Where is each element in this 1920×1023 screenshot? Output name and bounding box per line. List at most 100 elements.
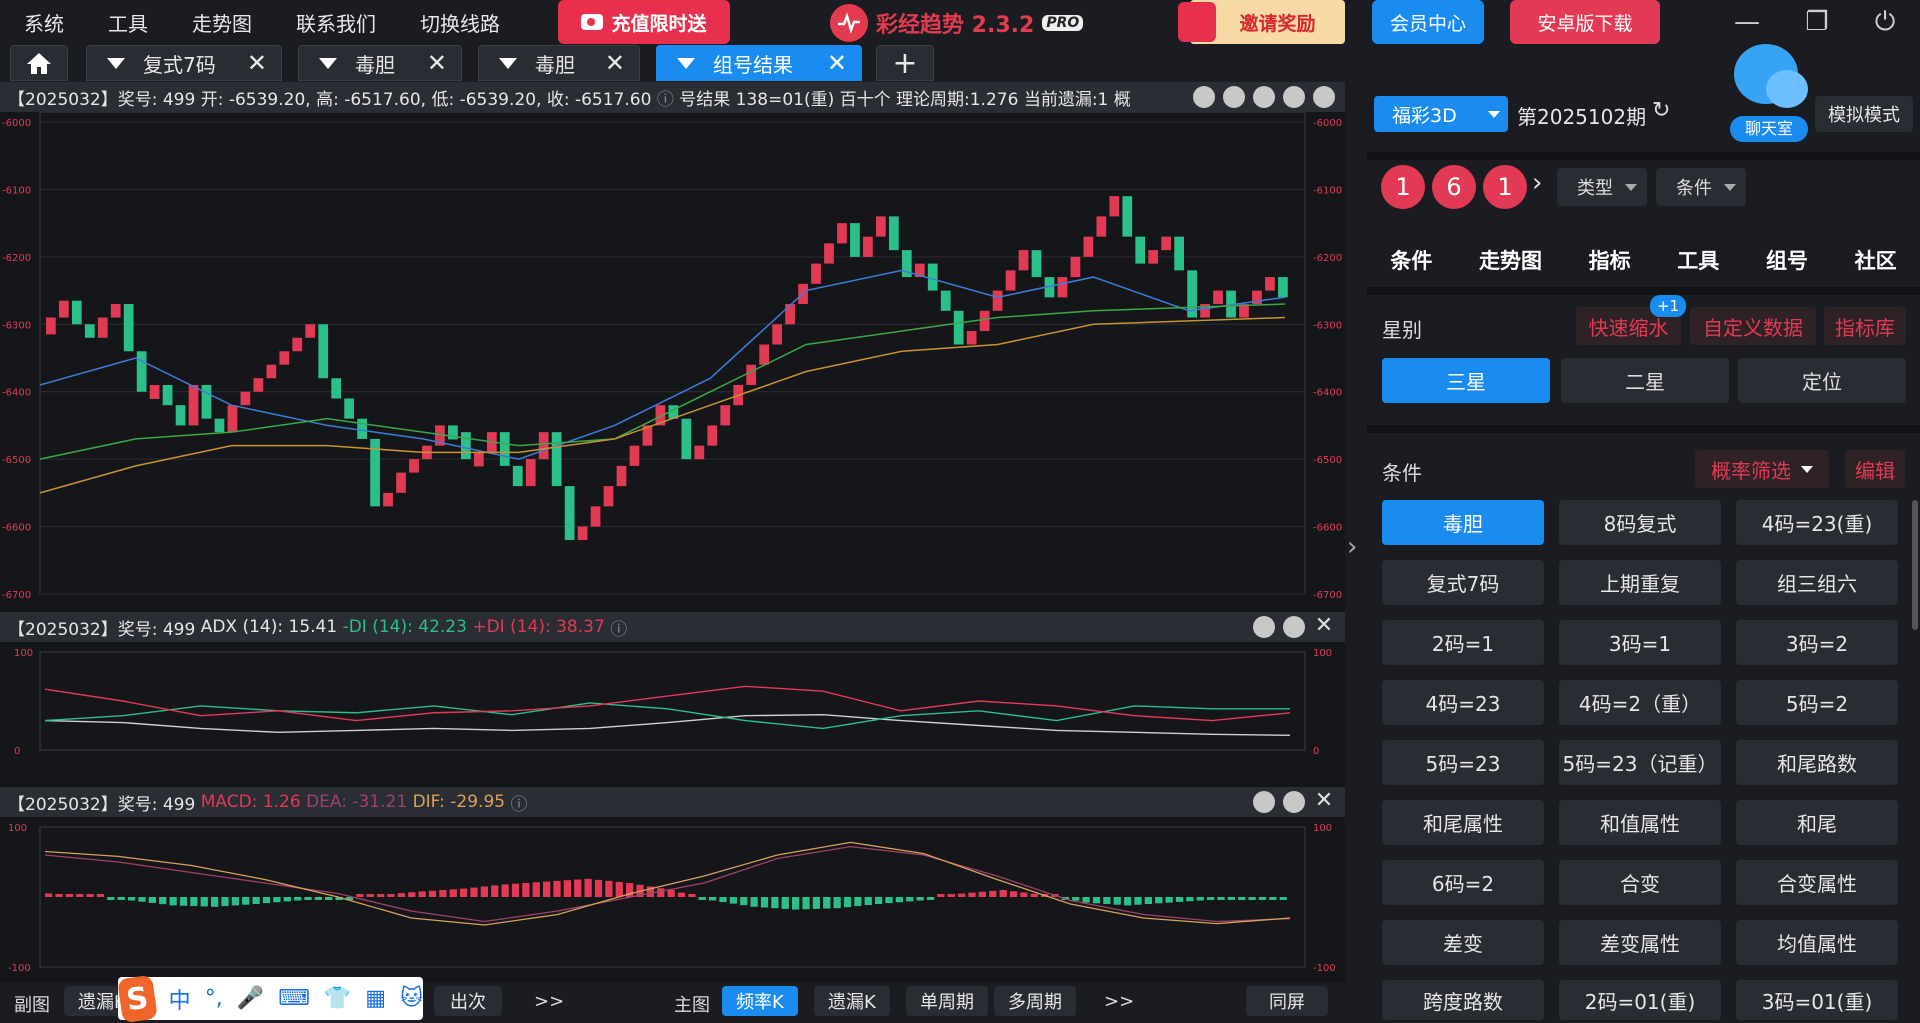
keyboard-icon[interactable]: ⌨: [278, 986, 310, 1011]
single-period-button[interactable]: 单周期: [906, 986, 988, 1016]
power-icon[interactable]: ⏻: [1874, 7, 1896, 37]
condition-button[interactable]: 2码=01(重): [1559, 980, 1721, 1020]
close-icon[interactable]: ✕: [826, 49, 847, 77]
frequency-k-button[interactable]: 频率K: [722, 986, 798, 1016]
home-tab[interactable]: [10, 45, 68, 81]
condition-button[interactable]: 2码=1: [1382, 620, 1544, 665]
type-dropdown[interactable]: 类型: [1557, 168, 1647, 206]
edit-icon[interactable]: [1193, 86, 1215, 108]
close-icon[interactable]: ✕: [1314, 788, 1334, 813]
simulation-mode-button[interactable]: 模拟模式: [1815, 96, 1913, 132]
condition-button[interactable]: 6码=2: [1382, 860, 1544, 905]
more-main-button[interactable]: >>: [1104, 991, 1135, 1012]
menu-trend[interactable]: 走势图: [192, 12, 252, 36]
close-icon[interactable]: ✕: [604, 49, 625, 77]
probability-filter-dropdown[interactable]: 概率筛选: [1695, 450, 1829, 488]
nav-community[interactable]: 社区: [1854, 249, 1897, 273]
add-tab-button[interactable]: +: [876, 45, 934, 81]
invite-reward-button[interactable]: 邀请奖励: [1178, 0, 1345, 44]
help-icon[interactable]: ⓘ: [510, 794, 528, 815]
minimize-icon[interactable]: —: [1734, 7, 1760, 37]
condition-dropdown[interactable]: 条件: [1656, 168, 1746, 206]
miss-k-button[interactable]: 遗漏K: [814, 986, 890, 1016]
menu-contact[interactable]: 联系我们: [296, 12, 376, 36]
sync-screen-button[interactable]: 同屏: [1246, 986, 1328, 1016]
condition-button[interactable]: 差变属性: [1559, 920, 1721, 965]
condition-button[interactable]: 和尾: [1736, 800, 1898, 845]
microphone-icon[interactable]: 🎤: [236, 986, 265, 1011]
condition-button[interactable]: 和值属性: [1559, 800, 1721, 845]
condition-button[interactable]: 5码=23（记重）: [1559, 740, 1721, 785]
condition-button[interactable]: 跨度路数: [1382, 980, 1544, 1020]
times-button[interactable]: 出次: [434, 986, 502, 1016]
position-button[interactable]: 定位: [1738, 358, 1906, 403]
condition-button[interactable]: 毒胆: [1382, 500, 1544, 545]
arrow-down-icon[interactable]: [1283, 86, 1305, 108]
pin-icon[interactable]: [1253, 616, 1275, 638]
restore-icon[interactable]: ❐: [1805, 7, 1829, 37]
macd-chart[interactable]: 100 100 -100 -100: [0, 817, 1345, 977]
mascot-icon[interactable]: 🐱: [400, 986, 423, 1011]
condition-button[interactable]: 4码=2（重）: [1559, 680, 1721, 725]
chat-room-widget[interactable]: 聊天室: [1730, 40, 1815, 145]
menu-tools[interactable]: 工具: [108, 12, 148, 36]
condition-button[interactable]: 3码=01(重): [1736, 980, 1898, 1020]
condition-button[interactable]: 合变: [1559, 860, 1721, 905]
help-icon[interactable]: ⓘ: [610, 619, 628, 640]
condition-button[interactable]: 上期重复: [1559, 560, 1721, 605]
condition-button[interactable]: 组三组六: [1736, 560, 1898, 605]
candlestick-chart[interactable]: -6000 -6000 -6100 -6100 -6200 -6200 -6300 -6300…: [0, 112, 1345, 612]
settings-icon[interactable]: [1283, 791, 1305, 813]
nav-conditions[interactable]: 条件: [1390, 249, 1433, 273]
custom-data-button[interactable]: 自定义数据: [1690, 307, 1816, 345]
help-icon[interactable]: ⓘ: [656, 89, 674, 110]
ime-punctuation[interactable]: °,: [204, 986, 223, 1011]
two-star-button[interactable]: 二星: [1561, 358, 1729, 403]
tab-poison-1[interactable]: 毒胆 ✕: [298, 45, 462, 81]
menu-system[interactable]: 系统: [24, 12, 64, 36]
back-icon[interactable]: [1223, 86, 1245, 108]
condition-button[interactable]: 8码复式: [1559, 500, 1721, 545]
multi-period-button[interactable]: 多周期: [994, 986, 1076, 1016]
nav-trend[interactable]: 走势图: [1478, 249, 1542, 273]
condition-button[interactable]: 和尾属性: [1382, 800, 1544, 845]
condition-button[interactable]: 3码=1: [1559, 620, 1721, 665]
close-icon[interactable]: ✕: [426, 49, 447, 77]
condition-button[interactable]: 4码=23(重): [1736, 500, 1898, 545]
condition-button[interactable]: 3码=2: [1736, 620, 1898, 665]
indicator-library-button[interactable]: 指标库: [1824, 307, 1906, 345]
three-star-button[interactable]: 三星: [1382, 358, 1550, 403]
recharge-promo-button[interactable]: 充值限时送: [558, 0, 730, 44]
settings-icon[interactable]: [1283, 616, 1305, 638]
more-sub-button[interactable]: >>: [534, 991, 565, 1012]
android-download-button[interactable]: 安卓版下载: [1510, 0, 1660, 44]
refresh-icon[interactable]: ↻: [1652, 98, 1671, 123]
panel-splitter[interactable]: ›: [1345, 82, 1367, 1020]
edit-button[interactable]: 编辑: [1845, 450, 1905, 488]
settings-icon[interactable]: [1313, 86, 1335, 108]
nav-group[interactable]: 组号: [1765, 249, 1808, 273]
nav-indicators[interactable]: 指标: [1588, 249, 1631, 273]
condition-button[interactable]: 和尾路数: [1736, 740, 1898, 785]
pin-icon[interactable]: [1253, 791, 1275, 813]
tab-group-result[interactable]: 组号结果 ✕: [656, 45, 862, 81]
apps-icon[interactable]: ▦: [365, 986, 387, 1011]
tab-poison-2[interactable]: 毒胆 ✕: [478, 45, 640, 81]
close-icon[interactable]: ✕: [1314, 613, 1334, 638]
scrollbar[interactable]: [1912, 500, 1918, 630]
condition-button[interactable]: 均值属性: [1736, 920, 1898, 965]
nav-tools[interactable]: 工具: [1677, 249, 1720, 273]
adx-chart[interactable]: 100 100 0 0: [0, 642, 1345, 757]
condition-button[interactable]: 5码=2: [1736, 680, 1898, 725]
condition-button[interactable]: 复式7码: [1382, 560, 1544, 605]
skin-icon[interactable]: 👕: [323, 986, 352, 1011]
ime-chinese[interactable]: 中: [168, 988, 191, 1014]
condition-button[interactable]: 5码=23: [1382, 740, 1544, 785]
condition-button[interactable]: 4码=23: [1382, 680, 1544, 725]
close-icon[interactable]: ✕: [246, 49, 267, 77]
chevron-right-icon[interactable]: ›: [1347, 532, 1358, 562]
chevron-right-icon[interactable]: ›: [1532, 168, 1543, 198]
condition-button[interactable]: 差变: [1382, 920, 1544, 965]
menu-switch-line[interactable]: 切换线路: [420, 12, 500, 36]
arrow-up-icon[interactable]: [1253, 86, 1275, 108]
